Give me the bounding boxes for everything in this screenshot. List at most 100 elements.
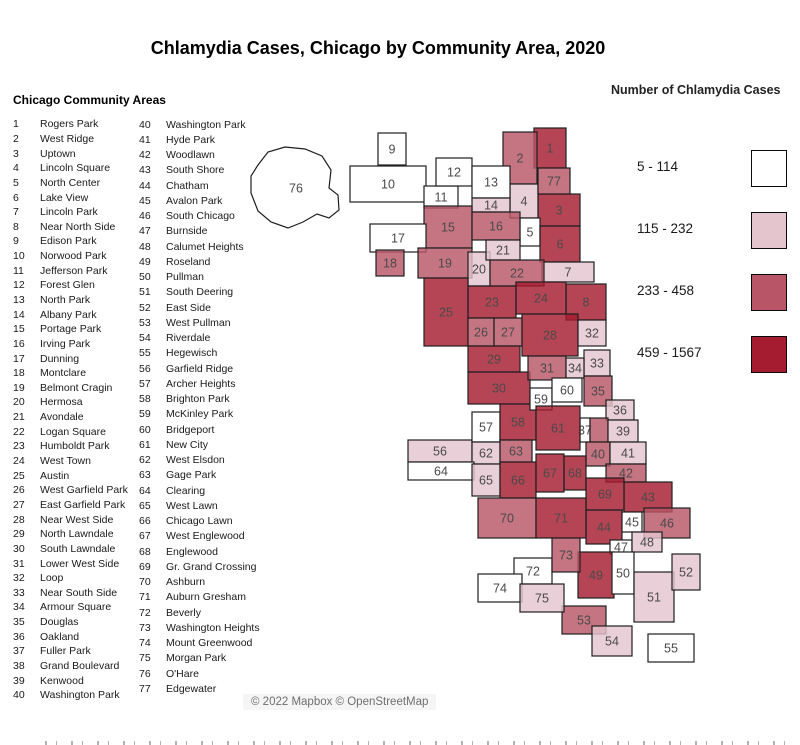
map-area-14[interactable]: 14 (471, 197, 511, 213)
map-area-shape-54[interactable] (591, 625, 633, 657)
map-area-16[interactable]: 16 (471, 211, 521, 241)
map-area-1[interactable]: 1 (533, 127, 567, 169)
map-area-shape-60[interactable] (551, 377, 583, 403)
map-area-7[interactable]: 7 (541, 261, 595, 283)
map-area-shape-13[interactable] (471, 165, 511, 199)
map-area-shape-48[interactable] (631, 531, 663, 553)
map-area-20[interactable]: 20 (467, 251, 491, 287)
map-area-shape-3[interactable] (537, 193, 581, 227)
map-area-13[interactable]: 13 (471, 165, 511, 199)
map-area-shape-16[interactable] (471, 211, 521, 241)
map-area-9[interactable]: 9 (377, 132, 407, 166)
map-area-28[interactable]: 28 (521, 313, 579, 357)
map-area-45[interactable]: 45 (621, 511, 643, 533)
map-area-6[interactable]: 6 (539, 225, 581, 263)
map-area-shape-73[interactable] (551, 537, 581, 573)
map-area-41[interactable]: 41 (609, 441, 647, 465)
map-area-shape-33[interactable] (583, 349, 611, 377)
map-area-26[interactable]: 26 (467, 317, 495, 347)
map-area-shape-29[interactable] (467, 345, 521, 373)
map-area-52[interactable]: 52 (671, 553, 701, 591)
map-area-shape-9[interactable] (377, 132, 407, 166)
map-area-76[interactable]: 76 (250, 146, 340, 229)
map-area-shape-18[interactable] (375, 249, 405, 277)
map-area-70[interactable]: 70 (477, 497, 537, 539)
map-area-31[interactable]: 31 (527, 355, 567, 381)
map-area-shape-30[interactable] (467, 371, 531, 405)
map-area-49[interactable]: 49 (577, 551, 615, 599)
map-area-68[interactable]: 68 (563, 455, 587, 491)
map-area-40[interactable]: 40 (585, 441, 611, 467)
map-area-shape-69[interactable] (585, 477, 625, 511)
map-area-65[interactable]: 65 (471, 463, 501, 497)
map-area-18[interactable]: 18 (375, 249, 405, 277)
map-area-10[interactable]: 10 (349, 165, 427, 203)
map-area-shape-77[interactable] (537, 167, 571, 195)
map-area-27[interactable]: 27 (493, 317, 523, 347)
map-area-56[interactable]: 56 (407, 439, 473, 463)
map-area-57[interactable]: 57 (471, 411, 501, 443)
map-area-shape-10[interactable] (349, 165, 427, 203)
map-area-25[interactable]: 25 (423, 277, 469, 347)
map-area-29[interactable]: 29 (467, 345, 521, 373)
map-area-39[interactable]: 39 (607, 419, 639, 443)
map-area-38[interactable] (589, 417, 609, 443)
map-area-shape-74[interactable] (477, 573, 523, 603)
map-area-shape-19[interactable] (417, 247, 473, 279)
map-area-43[interactable]: 43 (623, 481, 673, 513)
map-area-55[interactable]: 55 (647, 633, 695, 663)
map-area-50[interactable]: 50 (611, 551, 635, 595)
map-area-shape-12[interactable] (435, 157, 473, 187)
map-area-shape-67[interactable] (535, 453, 565, 493)
map-attribution[interactable]: © 2022 Mapbox © OpenStreetMap (243, 694, 437, 710)
map-area-66[interactable]: 66 (499, 461, 537, 499)
map-area-shape-68[interactable] (563, 455, 587, 491)
map-area-60[interactable]: 60 (551, 377, 583, 403)
map-area-64[interactable]: 64 (407, 461, 475, 481)
map-area-62[interactable]: 62 (471, 441, 501, 465)
map-area-shape-52[interactable] (671, 553, 701, 591)
map-area-44[interactable]: 44 (585, 509, 623, 545)
map-area-shape-66[interactable] (499, 461, 537, 499)
map-area-36[interactable]: 36 (605, 399, 635, 421)
map-area-63[interactable]: 63 (499, 439, 533, 463)
map-area-shape-1[interactable] (533, 127, 567, 169)
map-area-shape-51[interactable] (633, 571, 675, 623)
map-area-3[interactable]: 3 (537, 193, 581, 227)
map-area-shape-43[interactable] (623, 481, 673, 513)
map-area-shape-55[interactable] (647, 633, 695, 663)
map-area-67[interactable]: 67 (535, 453, 565, 493)
map-area-shape-32[interactable] (577, 319, 607, 347)
map-area-75[interactable]: 75 (519, 583, 565, 613)
map-area-48[interactable]: 48 (631, 531, 663, 553)
map-area-12[interactable]: 12 (435, 157, 473, 187)
map-area-33[interactable]: 33 (583, 349, 611, 377)
map-area-shape-15[interactable] (423, 205, 473, 249)
map-area-71[interactable]: 71 (535, 497, 587, 539)
map-area-30[interactable]: 30 (467, 371, 531, 405)
map-area-19[interactable]: 19 (417, 247, 473, 279)
map-area-shape-75[interactable] (519, 583, 565, 613)
map-area-shape-57[interactable] (471, 411, 501, 443)
map-area-54[interactable]: 54 (591, 625, 633, 657)
map-area-77[interactable]: 77 (537, 167, 571, 195)
map-area-24[interactable]: 24 (515, 281, 567, 315)
map-area-73[interactable]: 73 (551, 537, 581, 573)
map-area-21[interactable]: 21 (485, 239, 521, 261)
map-area-61[interactable]: 61 (535, 405, 581, 451)
map-area-shape-31[interactable] (527, 355, 567, 381)
map-area-shape-28[interactable] (521, 313, 579, 357)
map-area-shape-38[interactable] (589, 417, 609, 443)
map-area-11[interactable]: 11 (423, 185, 459, 209)
map-area-74[interactable]: 74 (477, 573, 523, 603)
map-area-shape-76[interactable] (250, 146, 340, 229)
map-area-69[interactable]: 69 (585, 477, 625, 511)
map-area-shape-24[interactable] (515, 281, 567, 315)
map-area-23[interactable]: 23 (467, 285, 517, 319)
map-area-shape-61[interactable] (535, 405, 581, 451)
map-area-51[interactable]: 51 (633, 571, 675, 623)
map-area-5[interactable]: 5 (519, 217, 541, 247)
map-area-34[interactable]: 34 (565, 357, 585, 379)
map-area-shape-65[interactable] (471, 463, 501, 497)
